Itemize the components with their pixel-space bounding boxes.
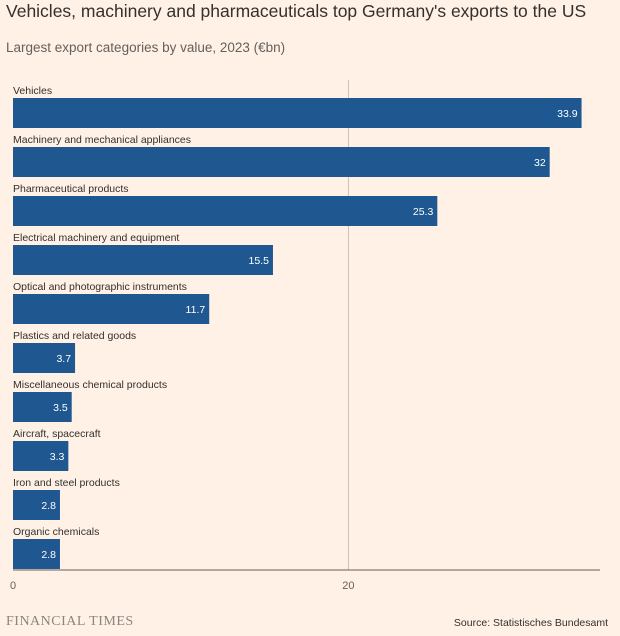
chart-subtitle: Largest export categories by value, 2023…	[6, 40, 286, 55]
value-label: 3.5	[53, 402, 68, 414]
category-label: Electrical machinery and equipment	[13, 232, 179, 244]
value-label: 25.3	[413, 206, 434, 218]
source-note: Source: Statistisches Bundesamt	[453, 617, 608, 629]
value-label: 32	[534, 157, 546, 169]
category-label: Vehicles	[13, 85, 52, 97]
value-label: 3.3	[50, 451, 65, 463]
bar	[13, 539, 60, 569]
value-label: 15.5	[249, 255, 270, 267]
value-label: 2.8	[41, 549, 56, 561]
category-label: Miscellaneous chemical products	[13, 379, 167, 391]
bar	[13, 245, 273, 275]
x-tick-label: 20	[342, 580, 354, 592]
category-label: Optical and photographic instruments	[13, 281, 187, 293]
category-label: Plastics and related goods	[13, 330, 136, 342]
chart-title: Vehicles, machinery and pharmaceuticals …	[6, 1, 587, 21]
bar-chart: Vehicles 33.9 Machinery and mechanical app…	[10, 80, 600, 592]
bar	[13, 98, 582, 128]
x-tick-label: 0	[10, 580, 16, 592]
category-label: Organic chemicals	[13, 526, 99, 538]
value-label: 3.7	[56, 353, 71, 365]
bar	[13, 196, 438, 226]
category-label: Aircraft, spacecraft	[13, 428, 101, 440]
ft-logo: FINANCIAL TIMES	[6, 614, 134, 629]
value-label: 11.7	[186, 304, 206, 316]
bar	[13, 343, 76, 373]
category-label: Machinery and mechanical appliances	[13, 134, 191, 146]
category-label: Pharmaceutical products	[13, 183, 129, 195]
value-label: 2.8	[41, 500, 56, 512]
bar	[13, 441, 69, 471]
bar	[13, 490, 60, 520]
bar	[13, 147, 550, 177]
value-label: 33.9	[557, 108, 578, 120]
category-label: Iron and steel products	[13, 477, 120, 489]
bar	[13, 392, 72, 422]
bar	[13, 294, 210, 324]
